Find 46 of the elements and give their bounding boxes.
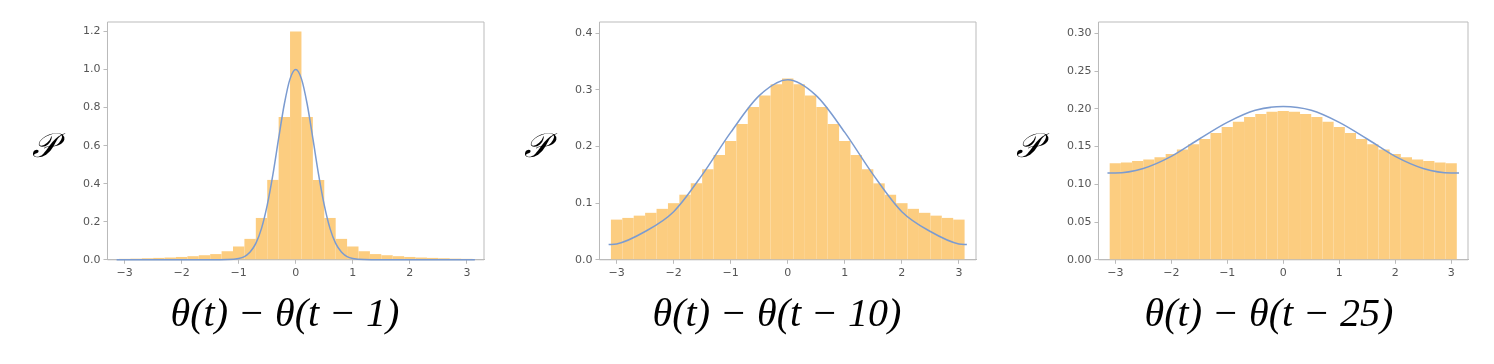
y-tick-label: 1.0 (82, 62, 101, 76)
y-axis-title: 𝒫 (30, 125, 66, 166)
x-tick-label: −1 (1219, 266, 1236, 280)
x-tick-label: 0 (1279, 266, 1287, 280)
x-tick-label: 2 (898, 266, 906, 280)
y-tick-label: 0.4 (82, 176, 101, 190)
y-axis-title: 𝒫 (1014, 125, 1050, 166)
y-tick-label: 0.15 (1066, 139, 1092, 153)
x-tick-label: −3 (608, 266, 625, 280)
y-tick-label: 0.6 (82, 138, 101, 152)
y-tick-label: 0.2 (574, 139, 593, 153)
x-tick-label: 1 (1335, 266, 1343, 280)
x-tick-label: −1 (230, 266, 247, 280)
y-tick-label: 0.20 (1066, 101, 1092, 115)
x-tick-label: −2 (1163, 266, 1180, 280)
y-tick-label: 0.05 (1066, 214, 1092, 228)
x-tick-label: −1 (722, 266, 739, 280)
y-tick-label: 0.30 (1066, 26, 1092, 40)
x-tick-label: 3 (955, 266, 963, 280)
x-tick-label: 1 (349, 266, 357, 280)
x-tick-label: 1 (841, 266, 849, 280)
y-tick-label: 0.1 (574, 196, 593, 210)
x-tick-label: 3 (463, 266, 471, 280)
y-tick-label: 0.0 (82, 252, 101, 266)
y-tick-label: 0.4 (574, 26, 593, 40)
x-tick-label: −3 (1107, 266, 1124, 280)
y-tick-label: 0.3 (574, 82, 593, 96)
y-axis-title: 𝒫 (522, 125, 558, 166)
x-tick-label: −2 (173, 266, 190, 280)
x-tick-label: 2 (1391, 266, 1399, 280)
x-axis-title: θ(t) − θ(t − 25) (1143, 289, 1395, 337)
y-tick-label: 1.2 (82, 24, 101, 38)
x-axis-title: θ(t) − θ(t − 1) (169, 289, 401, 337)
x-tick-label: −2 (665, 266, 682, 280)
x-tick-label: 3 (1447, 266, 1455, 280)
y-tick-label: 0.2 (82, 214, 101, 228)
y-tick-label: 0.0 (574, 252, 593, 266)
y-tick-label: 0.25 (1066, 63, 1092, 77)
x-tick-label: 0 (784, 266, 792, 280)
x-tick-label: −3 (116, 266, 133, 280)
x-tick-label: 0 (292, 266, 300, 280)
y-tick-label: 0.10 (1066, 177, 1092, 191)
y-tick-label: 0.8 (82, 100, 101, 114)
x-axis-title: θ(t) − θ(t − 10) (651, 289, 903, 337)
y-tick-label: 0.00 (1066, 252, 1092, 266)
x-tick-label: 2 (406, 266, 414, 280)
